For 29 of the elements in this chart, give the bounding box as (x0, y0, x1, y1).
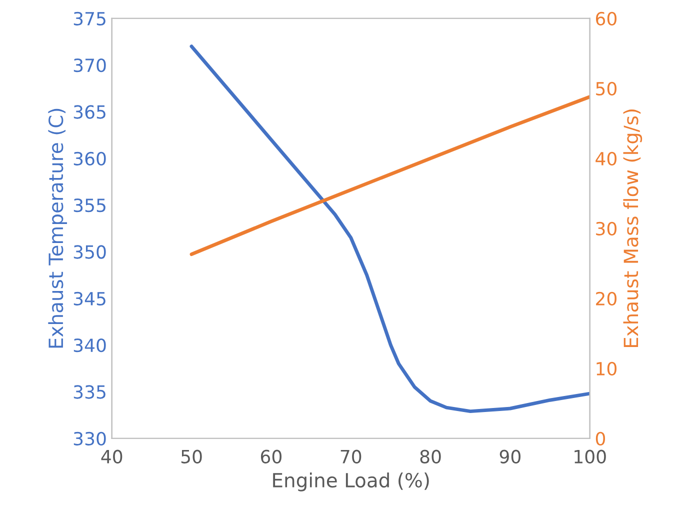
y2-tick-label: 10 (596, 362, 616, 376)
line-series (190, 44, 590, 414)
y-tick-label: 355 (74, 198, 106, 212)
x-tick-label: 100 (574, 450, 606, 464)
y-tick-label: 330 (74, 432, 106, 446)
y2-tick-label: 0 (596, 432, 606, 446)
x-tick-label: 60 (260, 450, 282, 464)
x-tick-label: 40 (101, 450, 122, 464)
y-tick-label: 335 (74, 385, 106, 399)
y2-tick-label: 50 (596, 82, 616, 96)
y-tick-label: 365 (74, 105, 106, 119)
y2-tick-label: 20 (596, 292, 616, 306)
y-tick-label: 350 (74, 245, 106, 259)
line-series (190, 95, 590, 256)
y2-axis-title: Exhaust Mass flow (kg/s) (623, 109, 642, 348)
y-tick-label: 340 (74, 338, 106, 352)
x-tick-label: 70 (340, 450, 362, 464)
x-tick-label: 90 (500, 450, 520, 464)
y2-tick-label: 60 (596, 12, 616, 26)
y-tick-label: 360 (74, 152, 106, 166)
x-axis-title: Engine Load (%) (273, 472, 429, 492)
x-tick-label: 50 (181, 450, 202, 464)
y2-tick-label: 30 (596, 222, 616, 236)
y-tick-label: 375 (74, 12, 106, 26)
y-tick-label: 345 (74, 292, 106, 306)
y-axis-title: Exhaust Temperature (C) (48, 108, 67, 348)
y2-tick-label: 40 (596, 152, 616, 166)
y-tick-label: 370 (74, 58, 106, 72)
x-tick-label: 80 (420, 450, 441, 464)
